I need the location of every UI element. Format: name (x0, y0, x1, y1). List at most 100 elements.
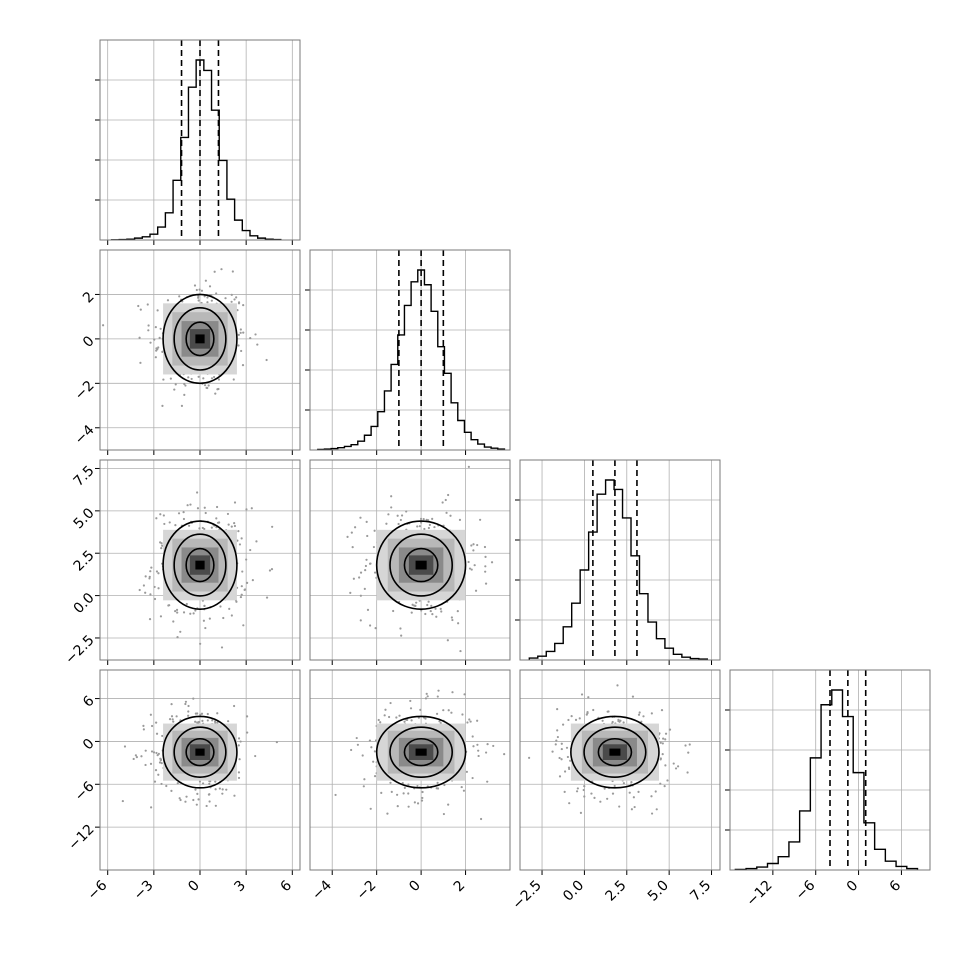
scatter-point (168, 521, 171, 524)
scatter-point (361, 754, 364, 757)
scatter-point (237, 333, 240, 336)
scatter-point (135, 755, 138, 759)
scatter-point (403, 720, 406, 723)
scatter-point (237, 302, 241, 305)
scatter-point (174, 383, 177, 386)
scatter-point (619, 719, 622, 722)
scatter-point (184, 700, 188, 703)
scatter-point (158, 761, 162, 764)
scatter-point (364, 569, 367, 572)
density-contour (173, 726, 227, 778)
scatter-point (152, 751, 156, 754)
scatter-point (132, 757, 135, 761)
scatter-point (372, 760, 375, 763)
scatter-point (606, 797, 609, 800)
x-tick-label: 0 (406, 878, 424, 896)
scatter-point (476, 743, 479, 746)
scatter-point (240, 593, 243, 596)
scatter-point (638, 711, 641, 714)
scatter-point (474, 589, 478, 592)
x-tick-label: 2 (451, 878, 469, 896)
scatter-point (210, 299, 213, 302)
scatter-point (472, 549, 475, 552)
scatter-point (159, 615, 163, 618)
scatter-point (470, 544, 473, 547)
scatter-point (466, 721, 469, 724)
scatter-point (434, 607, 437, 610)
scatter-point (583, 785, 586, 788)
scatter-point (182, 517, 186, 521)
scatter-point (380, 791, 383, 794)
scatter-point (633, 805, 636, 809)
scatter-point (456, 610, 459, 613)
scatter-point (144, 749, 147, 752)
scatter-point (407, 805, 410, 808)
x-tick-label: 7.5 (687, 878, 714, 905)
scatter-point (398, 714, 401, 717)
scatter-point (226, 512, 230, 516)
histogram-step (734, 689, 919, 871)
density-contour (185, 547, 215, 583)
scatter-point (556, 735, 559, 739)
scatter-point (457, 622, 460, 625)
scatter-point (199, 642, 202, 645)
scatter-point (178, 295, 181, 298)
scatter-point (387, 513, 390, 516)
scatter-point (241, 364, 245, 367)
scatter-point (240, 537, 243, 540)
scatter-point (183, 382, 186, 386)
scatter-point (158, 336, 161, 339)
scatter-point (477, 754, 480, 758)
y-tick-label: 2 (80, 289, 98, 307)
scatter-point (551, 750, 554, 753)
scatter-point (370, 746, 373, 749)
scatter-point (154, 326, 157, 329)
scatter-point (189, 503, 192, 506)
scatter-point (586, 712, 589, 715)
scatter-point (664, 738, 667, 741)
scatter-point (661, 742, 664, 745)
scatter-point (430, 604, 433, 607)
scatter-point (214, 788, 217, 791)
scatter-point (199, 713, 202, 716)
scatter-point (438, 720, 441, 723)
scatter-point (189, 612, 192, 615)
scatter-point (390, 495, 393, 498)
scatter-point (208, 617, 211, 620)
scatter-point (447, 493, 450, 497)
scatter-point (101, 324, 105, 327)
density-contour (403, 737, 439, 767)
scatter-point (200, 712, 204, 715)
scatter-point (359, 571, 363, 574)
scatter-point (377, 718, 380, 722)
scatter-point (555, 739, 558, 742)
scatter-point (177, 512, 181, 515)
scatter-point (216, 721, 219, 724)
scatter-point (242, 331, 245, 334)
scatter-point (622, 782, 625, 785)
scatter-point (593, 796, 596, 799)
panel-frame (309, 669, 511, 871)
panel-frame (519, 459, 721, 661)
scatter-point (155, 570, 159, 573)
scatter-point (166, 299, 170, 302)
scatter-point (630, 808, 633, 811)
scatter-point (402, 792, 405, 795)
scatter-point (403, 786, 406, 789)
scatter-point (433, 525, 436, 529)
scatter-point (204, 511, 207, 515)
scatter-point (364, 564, 368, 568)
scatter-point (174, 524, 177, 527)
scatter-point (363, 587, 366, 590)
density-contour (597, 737, 633, 767)
scatter-point (660, 709, 664, 712)
scatter-point (590, 792, 593, 795)
panel-frame (99, 669, 301, 871)
density-contour (570, 715, 660, 789)
scatter-point (385, 522, 388, 525)
scatter-point (458, 518, 462, 521)
scatter-point (399, 627, 402, 630)
scatter-point (203, 527, 206, 531)
scatter-point (237, 344, 240, 347)
scatter-point (192, 612, 195, 615)
